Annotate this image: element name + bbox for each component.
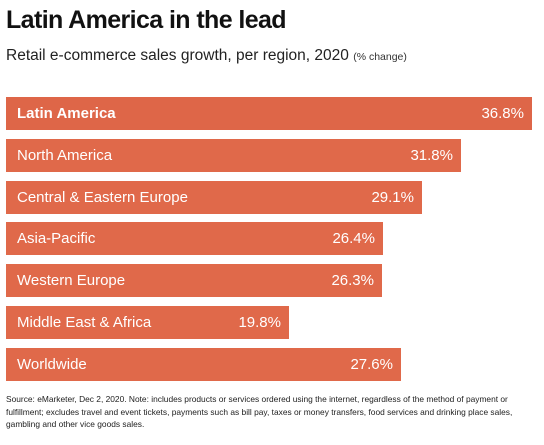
bar-value-label: 26.4% bbox=[332, 230, 375, 248]
bar-latin-america: Latin America 36.8% bbox=[6, 97, 532, 130]
source-footnote: Source: eMarketer, Dec 2, 2020. Note: in… bbox=[6, 394, 513, 429]
bar-worldwide: Worldwide 27.6% bbox=[6, 347, 401, 381]
bar-category-label: Latin America bbox=[17, 105, 116, 122]
bar-western-europe: Western Europe 26.3% bbox=[6, 264, 382, 298]
bar-category-label: Central & Eastern Europe bbox=[17, 188, 188, 206]
bar-category-label: North America bbox=[17, 146, 113, 164]
bar-value-label: 26.3% bbox=[331, 272, 374, 290]
bar-category-label: Worldwide bbox=[17, 355, 87, 373]
bar-asia-pacific: Asia-Pacific 26.4% bbox=[6, 222, 383, 256]
bar-category-label: Asia-Pacific bbox=[17, 230, 96, 248]
bar-central-eastern-europe: Central & Eastern Europe 29.1% bbox=[6, 180, 422, 214]
bar-value-label: 19.8% bbox=[238, 314, 281, 331]
bar-north-america: North America 31.8% bbox=[6, 138, 461, 172]
bar-middle-east-africa: Middle East & Africa 19.8% bbox=[6, 306, 289, 339]
bar-value-label: 27.6% bbox=[350, 355, 393, 373]
subtitle-text: Retail e-commerce sales growth, per regi… bbox=[6, 47, 349, 64]
chart-title: Latin America in the lead bbox=[6, 6, 287, 34]
bar-chart: Latin America 36.8% North America 31.8% Cent… bbox=[6, 97, 532, 387]
bar-value-label: 29.1% bbox=[371, 188, 414, 206]
subtitle-unit: (% change) bbox=[353, 51, 407, 63]
bar-category-label: Middle East & Africa bbox=[17, 314, 152, 331]
bar-value-label: 36.8% bbox=[481, 105, 524, 122]
bar-value-label: 31.8% bbox=[410, 146, 453, 164]
bar-category-label: Western Europe bbox=[17, 272, 126, 290]
chart-subtitle: Retail e-commerce sales growth, per regi… bbox=[6, 47, 407, 65]
